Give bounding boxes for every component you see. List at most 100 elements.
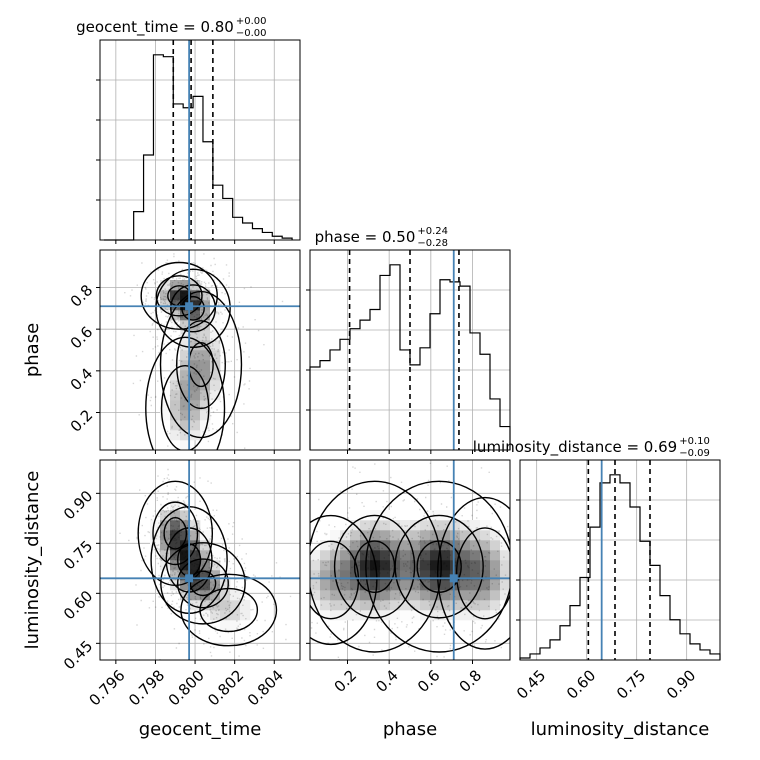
density-cell <box>470 520 481 531</box>
density-cell <box>400 520 411 531</box>
contour-line <box>365 480 510 653</box>
density-cell <box>500 540 510 551</box>
density-cell <box>390 600 401 611</box>
density-cell <box>210 550 221 561</box>
contour-line <box>310 514 378 646</box>
title-minus-error: −0.28 <box>417 238 448 249</box>
density-cell <box>200 370 211 381</box>
title-plus-error: +0.00 <box>236 16 267 27</box>
density-cell <box>160 400 171 411</box>
density-cell <box>190 560 201 571</box>
density-cell <box>200 320 211 331</box>
y-tick-label: 0.8 <box>67 281 97 311</box>
density-cell <box>430 590 441 601</box>
density-cell <box>330 530 341 541</box>
contour-line <box>180 573 278 647</box>
density-cell <box>190 600 201 611</box>
density-cell <box>390 520 401 531</box>
density-cell <box>170 410 181 421</box>
density-cell <box>310 570 321 581</box>
density-cell <box>480 610 491 621</box>
density-cell <box>170 380 181 391</box>
density-cell <box>160 290 171 301</box>
x-tick-label: 0.800 <box>165 666 208 709</box>
density-cell <box>370 550 381 561</box>
density-cell <box>490 580 501 591</box>
density-cell <box>180 550 191 561</box>
density-cell <box>490 550 501 561</box>
panel-title: phase = 0.50 <box>315 228 416 246</box>
histogram-step-line <box>519 474 721 660</box>
density-cell <box>360 540 371 551</box>
density-cell <box>340 560 351 571</box>
density-cell <box>450 550 461 561</box>
density-cell <box>370 580 381 591</box>
density-cell <box>460 580 471 591</box>
contour-line <box>176 320 226 410</box>
density-cell <box>190 400 201 411</box>
density-cell <box>470 550 481 561</box>
density-cell <box>390 550 401 561</box>
density-cell <box>380 570 391 581</box>
density-cell <box>220 620 231 631</box>
x-tick-label: 0.798 <box>125 666 168 709</box>
y-axis-label: luminosity_distance <box>22 471 43 650</box>
density-cell <box>180 330 191 341</box>
density-cell <box>170 430 181 441</box>
contour-line <box>160 542 246 625</box>
y-tick-label: 0.60 <box>60 587 96 623</box>
density-cell <box>420 530 431 541</box>
density-cell <box>490 590 501 601</box>
density-cell <box>200 610 211 621</box>
density-cell <box>210 560 221 571</box>
density-cell <box>430 540 441 551</box>
density-cell <box>210 390 221 401</box>
density-cell <box>340 540 351 551</box>
density-cell <box>460 530 471 541</box>
density-cell <box>350 550 361 561</box>
density-cell <box>190 310 201 321</box>
density-cell <box>440 540 451 551</box>
density-cell <box>180 440 191 450</box>
density-cell <box>370 570 381 581</box>
density-cell <box>190 320 201 331</box>
density-cell <box>380 590 391 601</box>
density-cell <box>190 380 201 391</box>
density-cell <box>180 530 191 541</box>
density-cell <box>200 300 211 311</box>
contour-line <box>199 587 259 633</box>
density-cell <box>330 600 341 611</box>
contour-line <box>333 514 416 619</box>
density-cell <box>440 520 451 531</box>
density-cell <box>340 580 351 591</box>
scatter-geocent_time-vs-phase <box>96 249 301 454</box>
density-cell <box>310 550 321 561</box>
density-cell <box>310 580 321 591</box>
density-cell <box>400 550 411 561</box>
axes-frame <box>519 459 721 661</box>
y-tick-label: 0.4 <box>67 364 97 394</box>
histogram-phase: phase = 0.50 +0.24−0.28 <box>306 226 511 454</box>
density-cell <box>320 540 331 551</box>
x-tick-label: 0.60 <box>563 666 599 702</box>
density-cell <box>160 300 171 311</box>
density-cell <box>160 280 171 291</box>
density-cell <box>490 530 501 541</box>
density-cell <box>200 400 211 411</box>
axes-frame <box>309 459 511 661</box>
density-cell <box>390 590 401 601</box>
contour-line <box>159 290 243 439</box>
density-cell <box>450 590 461 601</box>
density-cell <box>320 580 331 591</box>
density-cell <box>480 590 491 601</box>
density-cell <box>340 600 351 611</box>
density-cell <box>410 550 421 561</box>
x-tick-label: 0.90 <box>663 666 699 702</box>
density-cell <box>170 370 181 381</box>
density-cell <box>170 360 181 371</box>
title-plus-error: +0.10 <box>679 436 710 447</box>
density-cell <box>430 610 441 621</box>
panel-title: luminosity_distance = 0.69 <box>473 438 677 457</box>
density-cell <box>380 510 391 521</box>
density-cell <box>350 590 361 601</box>
